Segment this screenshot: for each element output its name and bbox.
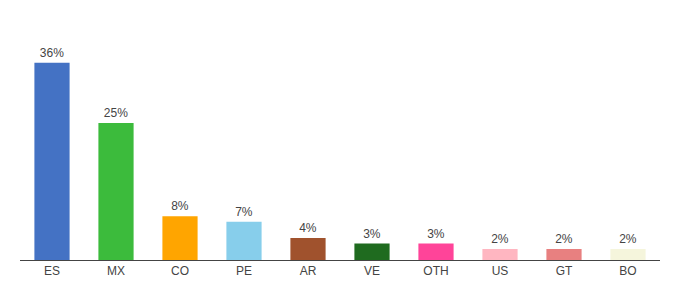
svg-text:8%: 8% bbox=[171, 199, 189, 213]
svg-text:ES: ES bbox=[44, 264, 60, 278]
svg-text:OTH: OTH bbox=[423, 264, 448, 278]
svg-text:BO: BO bbox=[619, 264, 636, 278]
svg-text:US: US bbox=[492, 264, 509, 278]
svg-text:25%: 25% bbox=[104, 106, 128, 120]
svg-text:2%: 2% bbox=[619, 232, 637, 246]
svg-text:7%: 7% bbox=[235, 205, 253, 219]
svg-text:AR: AR bbox=[300, 264, 317, 278]
svg-text:CO: CO bbox=[171, 264, 189, 278]
svg-text:MX: MX bbox=[107, 264, 125, 278]
svg-text:VE: VE bbox=[364, 264, 380, 278]
svg-text:2%: 2% bbox=[555, 232, 573, 246]
svg-text:2%: 2% bbox=[491, 232, 509, 246]
svg-text:4%: 4% bbox=[299, 221, 317, 235]
svg-text:GT: GT bbox=[556, 264, 573, 278]
svg-text:3%: 3% bbox=[427, 227, 445, 241]
svg-text:36%: 36% bbox=[40, 46, 64, 60]
svg-text:PE: PE bbox=[236, 264, 252, 278]
svg-text:3%: 3% bbox=[363, 227, 381, 241]
